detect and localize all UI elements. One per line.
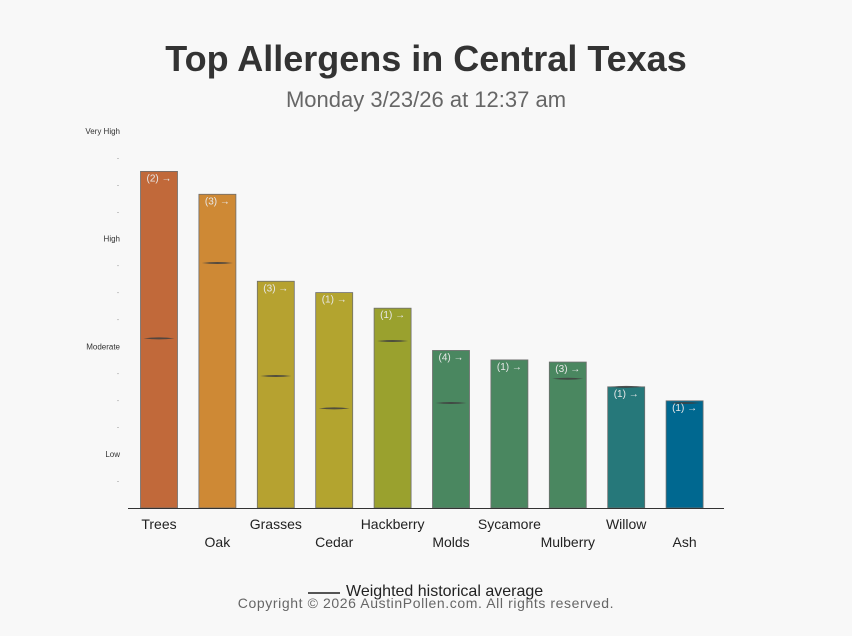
- historical-average-marker: [552, 377, 584, 380]
- count-label: (1) →: [614, 389, 639, 400]
- legend-line-swatch: [308, 591, 340, 594]
- count-label: (1) →: [380, 310, 405, 321]
- historical-average-marker: [435, 401, 467, 404]
- category-label: Cedar: [315, 534, 353, 550]
- count-label: (4) →: [439, 352, 464, 363]
- copyright-text: Copyright © 2026 AustinPollen.com. All r…: [237, 595, 615, 611]
- y-minor-tick: -: [117, 156, 119, 162]
- chart-title: Top Allergens in Central Texas: [165, 38, 687, 79]
- count-label: (1) →: [672, 403, 697, 414]
- category-label: Ash: [673, 534, 697, 550]
- historical-average-marker: [201, 261, 233, 264]
- bar-molds: [432, 350, 470, 509]
- y-minor-tick: -: [117, 425, 119, 431]
- historical-average-marker: [377, 340, 409, 343]
- y-level-label: Moderate: [86, 342, 120, 351]
- historical-average-marker: [260, 375, 292, 378]
- category-label: Molds: [432, 534, 469, 550]
- y-level-label: Very High: [85, 127, 120, 136]
- count-label: (2) →: [147, 173, 172, 184]
- historical-average-marker: [610, 385, 642, 388]
- count-label: (3) →: [263, 283, 288, 294]
- bar-mulberry: [548, 361, 587, 509]
- category-label: Mulberry: [541, 534, 595, 550]
- category-label: Sycamore: [478, 516, 541, 532]
- bar-oak: [198, 193, 237, 509]
- legend-label: Weighted historical average: [346, 583, 544, 600]
- count-label: (3) →: [555, 364, 580, 375]
- bar-grasses: [256, 280, 295, 509]
- count-label: (1) →: [497, 362, 522, 373]
- bar-sycamore: [490, 359, 529, 509]
- y-level-label: High: [104, 235, 120, 244]
- bar-trees: [140, 170, 178, 509]
- y-minor-tick: -: [117, 398, 119, 404]
- y-minor-tick: -: [117, 318, 119, 324]
- y-minor-tick: -: [117, 210, 119, 216]
- historical-average-marker: [669, 401, 701, 404]
- category-label: Oak: [205, 534, 232, 550]
- count-label: (3) →: [205, 196, 230, 207]
- bar-ash: [665, 400, 704, 509]
- category-label: Willow: [606, 516, 647, 532]
- y-minor-tick: -: [117, 183, 119, 189]
- category-label: Trees: [141, 516, 176, 532]
- historical-average-marker: [143, 337, 175, 340]
- chart-subtitle: Monday 3/23/26 at 12:37 am: [285, 87, 567, 112]
- category-label: Hackberry: [361, 516, 425, 532]
- count-label: (1) →: [322, 295, 347, 306]
- y-minor-tick: -: [117, 264, 119, 270]
- y-level-label: Low: [105, 450, 120, 459]
- historical-average-marker: [318, 407, 350, 410]
- bar-hackberry: [373, 307, 412, 509]
- y-minor-tick: -: [117, 371, 119, 377]
- y-minor-tick: -: [117, 479, 119, 485]
- chart-legend[interactable]: Weighted historical average: [308, 583, 543, 601]
- y-minor-tick: -: [117, 291, 119, 297]
- category-label: Grasses: [250, 516, 302, 532]
- bar-cedar: [315, 292, 354, 509]
- bar-willow: [607, 386, 646, 509]
